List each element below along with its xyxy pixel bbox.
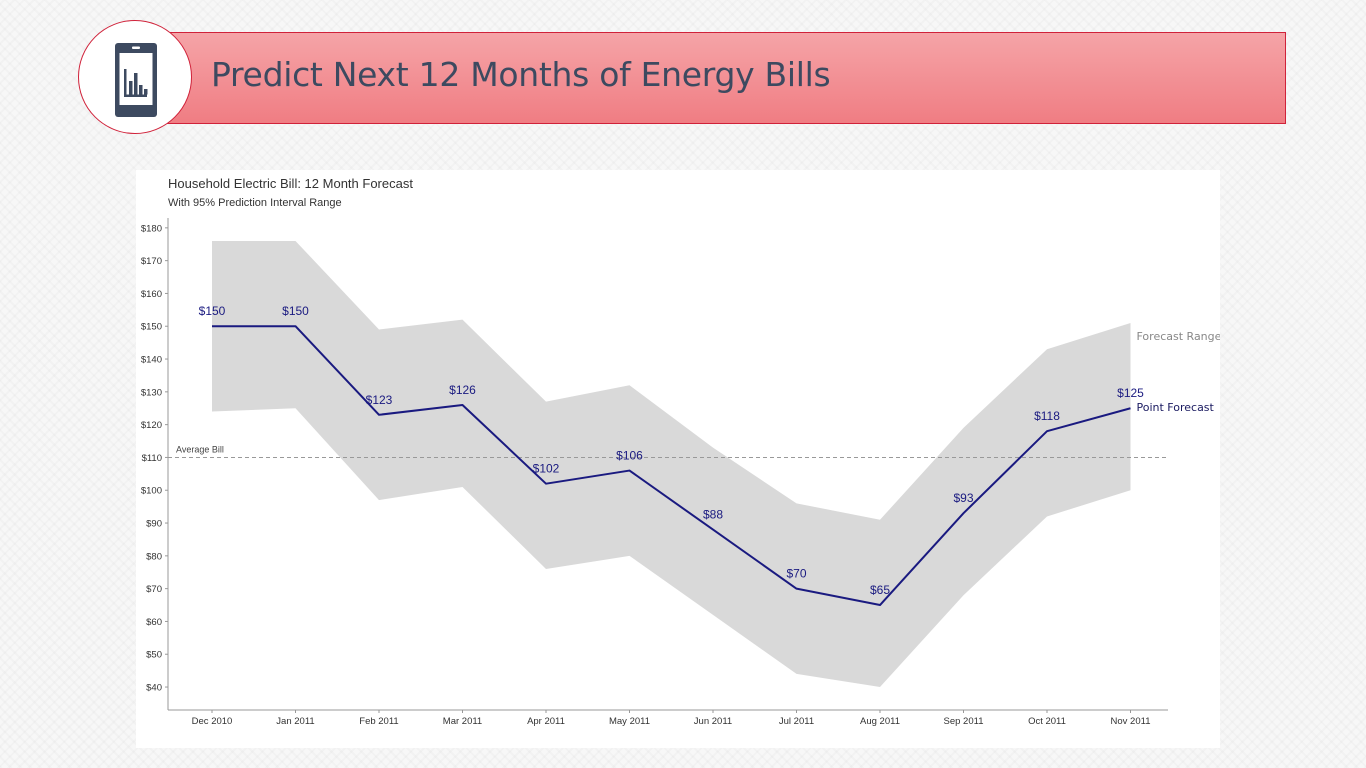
data-label: $150 [282, 304, 309, 318]
x-tick-label: Nov 2011 [1111, 716, 1151, 727]
logo-badge [78, 20, 192, 134]
y-tick-label: $150 [141, 322, 162, 333]
data-label: $102 [533, 462, 560, 476]
y-tick-label: $140 [141, 355, 162, 366]
data-label: $88 [703, 508, 723, 522]
y-tick-label: $80 [146, 551, 162, 562]
data-label: $70 [786, 567, 806, 581]
point-forecast-label: Point Forecast [1137, 401, 1215, 414]
data-label: $125 [1117, 386, 1144, 400]
data-label: $150 [199, 304, 226, 318]
x-tick-label: Sep 2011 [944, 716, 984, 727]
y-tick-label: $50 [146, 650, 162, 661]
chart-panel: Household Electric Bill: 12 Month Foreca… [136, 170, 1220, 748]
y-tick-label: $90 [146, 519, 162, 530]
data-label: $65 [870, 583, 890, 597]
average-bill-label: Average Bill [176, 444, 224, 454]
y-tick-label: $110 [142, 453, 162, 464]
x-tick-label: Jul 2011 [779, 716, 814, 727]
y-tick-label: $60 [146, 617, 162, 628]
x-tick-label: May 2011 [609, 716, 650, 727]
y-tick-label: $70 [146, 584, 162, 595]
title-banner: Predict Next 12 Months of Energy Bills [140, 32, 1286, 124]
y-tick-label: $160 [141, 289, 162, 300]
chart-title: Household Electric Bill: 12 Month Foreca… [168, 176, 413, 191]
data-label: $118 [1034, 409, 1060, 423]
y-tick-label: $130 [141, 387, 162, 398]
data-label: $93 [953, 491, 973, 505]
data-label: $106 [616, 449, 643, 463]
x-tick-label: Feb 2011 [359, 716, 398, 727]
y-tick-label: $120 [141, 420, 162, 431]
x-tick-label: Aug 2011 [860, 716, 900, 727]
y-tick-label: $170 [141, 256, 162, 267]
x-tick-label: Apr 2011 [527, 716, 565, 727]
y-tick-label: $180 [141, 223, 162, 234]
phone-bar-chart-icon [115, 43, 157, 117]
page-title: Predict Next 12 Months of Energy Bills [211, 55, 831, 94]
x-tick-label: Jan 2011 [276, 716, 314, 727]
data-label: $123 [366, 393, 393, 407]
x-tick-label: Dec 2010 [192, 716, 233, 727]
x-tick-label: Mar 2011 [443, 716, 482, 727]
x-tick-label: Oct 2011 [1028, 716, 1066, 727]
forecast-chart: Household Electric Bill: 12 Month Foreca… [141, 176, 1221, 727]
forecast-range-label: Forecast Range [1137, 330, 1221, 343]
y-tick-label: $100 [141, 486, 162, 497]
chart-subtitle: With 95% Prediction Interval Range [168, 197, 342, 209]
x-tick-label: Jun 2011 [694, 716, 732, 727]
y-tick-label: $40 [146, 683, 162, 694]
data-label: $126 [449, 383, 476, 397]
forecast-range-band [212, 240, 1131, 688]
point-forecast-line [212, 325, 1131, 607]
